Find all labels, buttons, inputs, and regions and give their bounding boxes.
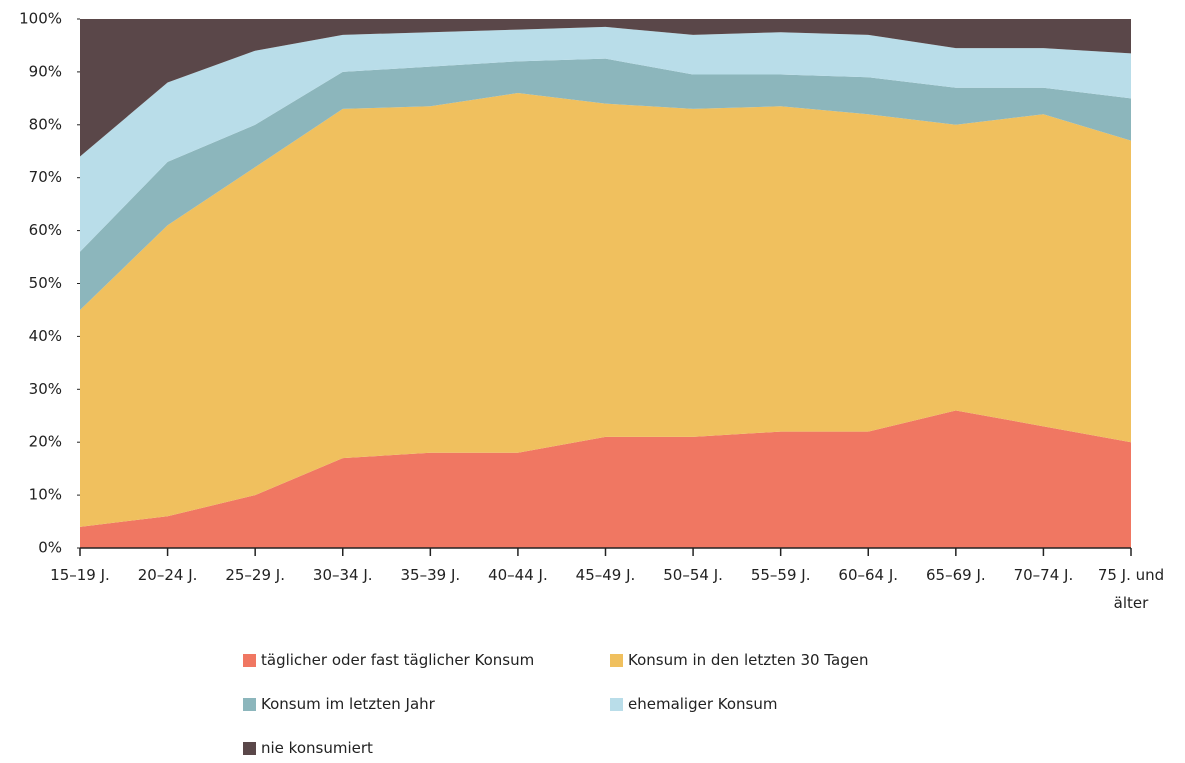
area [80,19,1131,157]
legend-swatch [243,697,256,711]
x-tick-label: 15–19 J. [50,566,110,584]
legend-swatch [243,653,256,667]
legend-swatch [610,653,623,667]
legend-label: Konsum in den letzten 30 Tagen [628,651,869,669]
x-tick-label: 65–69 J. [926,566,986,584]
y-tick-label: 80% [29,115,62,133]
y-tick-label: 100% [19,10,62,28]
y-tick-label: 10% [29,486,62,504]
legend-item: täglicher oder fast täglicher Konsum [243,651,534,669]
x-tick-label: 70–74 J. [1013,566,1074,584]
y-tick-label: 60% [29,221,62,239]
x-tick-label: 25–29 J. [225,566,285,584]
legend-item: nie konsumiert [243,739,373,757]
y-tick-label: 0% [38,539,62,557]
legend-swatch [243,741,256,755]
legend-label: täglicher oder fast täglicher Konsum [261,651,535,669]
x-tick-label: 45–49 J. [575,566,636,584]
y-tick-label: 70% [29,168,62,186]
legend-label: ehemaliger Konsum [628,695,778,713]
x-tick-label: 30–34 J. [312,566,373,584]
area [80,93,1131,527]
x-tick-label: 55–59 J. [750,566,811,584]
y-tick-label: 50% [29,274,62,292]
legend-label: nie konsumiert [261,739,373,757]
legend-item: Konsum im letzten Jahr [243,695,435,713]
y-tick-label: 90% [29,62,62,80]
legend-item: ehemaliger Konsum [610,695,778,713]
y-tick-label: 30% [29,380,62,398]
x-tick-label: 75 J. und älter [1097,566,1165,612]
y-tick-label: 40% [29,327,62,345]
area [80,410,1131,548]
x-tick-label: 50–54 J. [663,566,723,584]
area [80,26,1131,252]
legend-item: Konsum in den letzten 30 Tagen [610,651,868,669]
x-tick-label: 35–39 J. [400,566,461,584]
x-tick-label: 20–24 J. [137,566,198,584]
legend-swatch [610,697,623,711]
x-tick-label: 60–64 J. [838,566,899,584]
legend-label: Konsum im letzten Jahr [261,695,435,713]
x-tick-label: 40–44 J. [488,566,548,584]
y-tick-label: 20% [29,433,62,451]
